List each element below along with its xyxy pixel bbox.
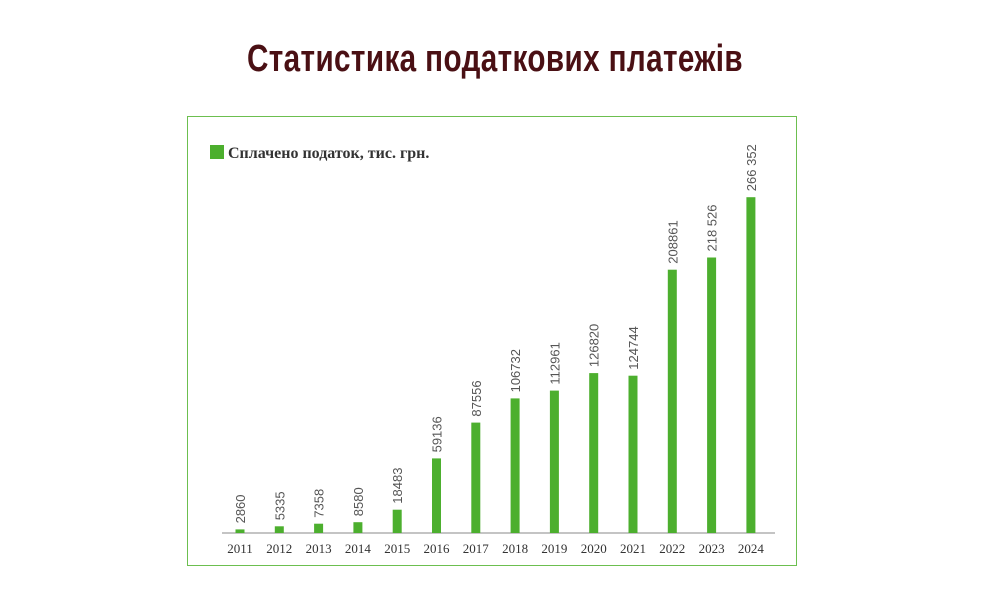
- x-tick-label-2018: 2018: [502, 541, 528, 556]
- value-label-2021: 124744: [626, 326, 641, 369]
- bar-2022: [667, 269, 677, 533]
- value-label-2019: 112961: [547, 342, 562, 384]
- x-tick-label-2019: 2019: [541, 541, 567, 556]
- bar-2019: [549, 390, 559, 533]
- value-label-2012: 5335: [272, 491, 287, 520]
- bar-2018: [510, 398, 520, 533]
- value-label-2023: 218 526: [705, 205, 720, 252]
- x-tick-label-2021: 2021: [620, 541, 646, 556]
- x-tick-labels: 2011 2012 2013 2014 2015 2016 2017 2018 2019 2020…: [227, 541, 764, 556]
- bar-2015: [392, 509, 402, 533]
- value-label-2022: 208861: [665, 220, 680, 263]
- bar-2011: [235, 529, 245, 533]
- value-label-2013: 7358: [312, 489, 327, 518]
- bar-2024: [746, 197, 756, 533]
- x-tick-label-2013: 2013: [306, 541, 332, 556]
- bars: [235, 197, 756, 533]
- x-tick-label-2020: 2020: [581, 541, 607, 556]
- legend-swatch: [210, 145, 224, 159]
- page-title: Статистика податкових платежів: [246, 38, 744, 80]
- bar-2016: [432, 458, 441, 533]
- bar-2013: [314, 523, 324, 533]
- value-label-2016: 59136: [430, 416, 445, 452]
- value-label-2024: 266 352: [744, 144, 759, 191]
- bar-2017: [471, 422, 481, 533]
- value-label-2015: 18483: [390, 468, 405, 504]
- value-label-2014: 8580: [351, 487, 366, 516]
- x-tick-label-2017: 2017: [463, 541, 490, 556]
- bar-2021: [628, 375, 638, 533]
- x-tick-label-2023: 2023: [699, 541, 725, 556]
- value-label-2018: 106732: [508, 349, 523, 392]
- x-tick-label-2014: 2014: [345, 541, 372, 556]
- legend-label: Сплачено податок, тис. грн.: [228, 145, 429, 162]
- x-tick-label-2015: 2015: [384, 541, 410, 556]
- x-tick-label-2024: 2024: [738, 541, 765, 556]
- bar-2014: [353, 522, 363, 533]
- bar-2020: [589, 373, 599, 533]
- value-labels: 2860 5335 7358 8580 18483 59136 87556 106732 112…: [233, 144, 759, 523]
- chart-frame: [187, 116, 797, 566]
- x-tick-label-2012: 2012: [266, 541, 292, 556]
- value-label-2017: 87556: [469, 380, 484, 416]
- legend: Сплачено податок, тис. грн.: [210, 145, 429, 162]
- value-label-2011: 2860: [233, 494, 248, 523]
- x-tick-label-2022: 2022: [659, 541, 685, 556]
- value-label-2020: 126820: [587, 324, 602, 367]
- bar-2023: [707, 257, 717, 533]
- x-tick-label-2016: 2016: [424, 541, 451, 556]
- x-tick-label-2011: 2011: [227, 541, 253, 556]
- bar-2012: [274, 526, 284, 533]
